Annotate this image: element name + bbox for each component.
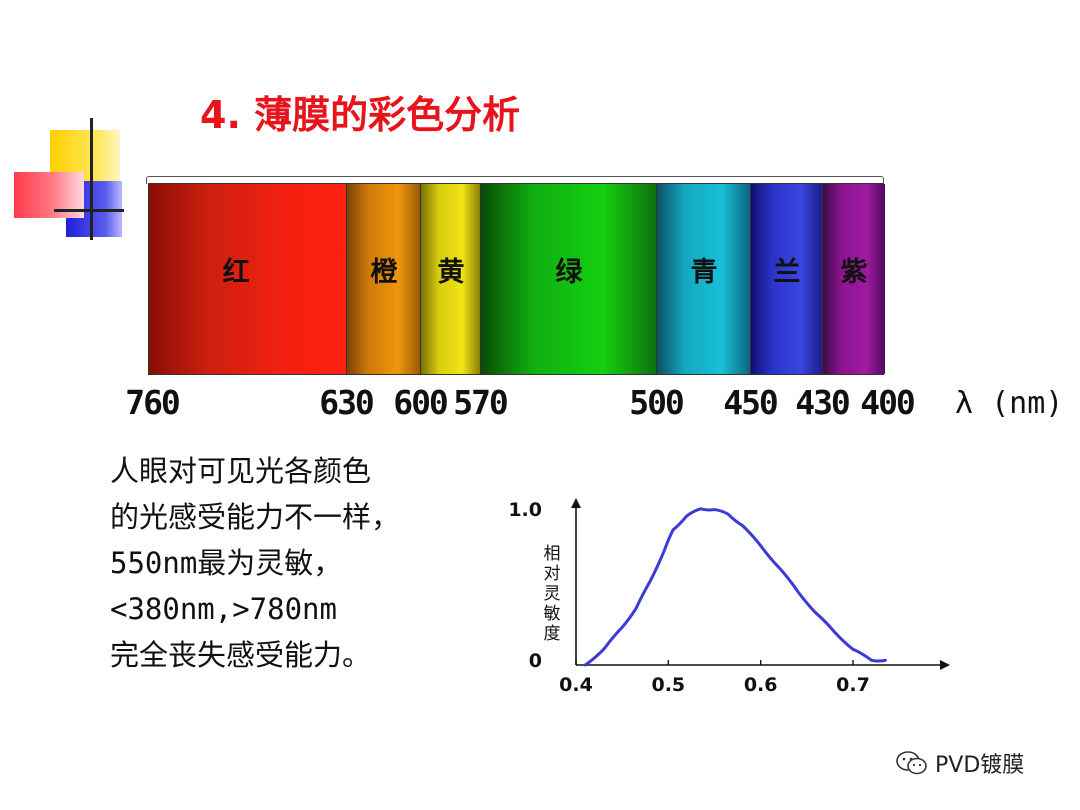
x-tick-label: 0.4 [559, 674, 593, 696]
spectrum-tick-label: 760 [125, 383, 181, 422]
spectrum-tick-label: 630 [319, 383, 375, 422]
watermark-text: PVD镀膜 [935, 753, 1025, 778]
deco-horizontal-line [54, 209, 124, 212]
spectrum-segment: 红 [149, 184, 347, 374]
spectrum-segment-label: 红 [222, 257, 250, 288]
spectrum-segment-label: 黄 [437, 257, 465, 288]
y-axis-label-char: 灵 [543, 584, 561, 604]
spectrum-tick-label: 430 [795, 383, 851, 422]
sensitivity-chart: 0.4 0.5 0.6 0.7 1.0 0 [508, 498, 950, 696]
spectrum-segment: 青 [657, 184, 751, 374]
y-axis-label-char: 度 [543, 624, 561, 644]
deco-vertical-line [90, 118, 93, 240]
watermark: PVD镀膜 [895, 745, 1024, 781]
y-axis-label-char: 相 [543, 544, 561, 564]
y-tick-label: 0 [529, 650, 542, 672]
y-axis-arrow [571, 498, 581, 508]
spectrum-segment-label: 青 [690, 257, 718, 288]
y-tick-label: 1.0 [508, 499, 542, 521]
description-line: 550nm最为灵敏， [110, 546, 343, 580]
spectrum-tick-label: 450 [723, 383, 779, 422]
description-line: 人眼对可见光各颜色 [110, 454, 372, 488]
spectrum-tick-label: 400 [860, 383, 916, 422]
sensitivity-curve [583, 507, 887, 667]
x-tick-label: 0.7 [836, 674, 870, 696]
spectrum-segment: 橙 [347, 184, 421, 374]
description-line: <380nm,>780nm [110, 592, 337, 626]
x-axis-arrow [940, 660, 950, 670]
wechat-icon [896, 751, 927, 775]
x-tick-label: 0.6 [744, 674, 778, 696]
x-tick-label: 0.5 [651, 674, 685, 696]
slide-title: 4. 薄膜的彩色分析 [200, 93, 521, 137]
spectrum-tick-label: 600 [393, 383, 449, 422]
wavelength-unit: λ (nm) [955, 386, 1064, 421]
spectrum-bar: 红橙黄绿青兰紫 [148, 183, 885, 375]
description-line: 完全丧失感受能力。 [110, 638, 372, 672]
spectrum-segment-label: 紫 [840, 257, 868, 288]
spectrum-segment-label: 绿 [555, 257, 583, 288]
description-line: 的光感受能力不一样， [110, 500, 401, 534]
description-text: 人眼对可见光各颜色 的光感受能力不一样， 550nm最为灵敏， <380nm,>… [110, 448, 400, 678]
spectrum-segment: 紫 [823, 184, 885, 374]
spectrum-segment: 绿 [481, 184, 657, 374]
spectrum-segment-label: 兰 [773, 257, 801, 288]
y-axis-label-char: 对 [543, 564, 561, 584]
spectrum-tick-label: 570 [453, 383, 509, 422]
spectrum-segment: 黄 [421, 184, 481, 374]
spectrum-segment-label: 橙 [370, 257, 398, 288]
spectrum-segment: 兰 [751, 184, 823, 374]
y-axis-label-char: 敏 [543, 604, 561, 624]
chart-y-axis-label: 相对灵敏度 [540, 544, 564, 644]
spectrum-tick-label: 500 [629, 383, 685, 422]
spectrum-bracket [146, 176, 884, 184]
